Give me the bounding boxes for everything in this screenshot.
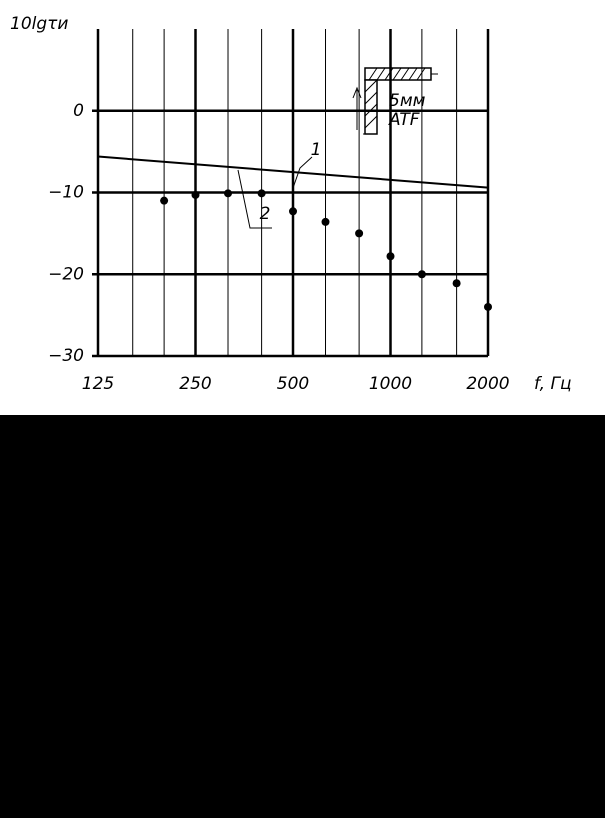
data-point — [160, 196, 169, 205]
black-area — [0, 415, 605, 818]
data-point — [289, 207, 297, 216]
data-point — [321, 217, 330, 226]
leader-line — [237, 169, 272, 229]
leader-line — [292, 156, 313, 189]
y-tick-label: 0 — [73, 101, 84, 121]
data-point — [417, 270, 426, 279]
annotation: 5мм — [389, 91, 426, 111]
series-label: 1 — [311, 140, 322, 160]
series-label: 2 — [260, 204, 271, 224]
x-tick-label: 2000 — [466, 374, 509, 394]
annotation: ATF — [388, 110, 420, 130]
data-point — [484, 302, 492, 311]
data-point — [355, 229, 364, 238]
x-tick-label: 500 — [277, 374, 309, 394]
x-axis-label: f, Гц — [534, 374, 572, 394]
y-tick-label: −10 — [48, 183, 84, 203]
data-point — [386, 252, 395, 261]
series-line — [97, 155, 489, 189]
y-tick-label: −30 — [48, 346, 84, 366]
x-tick-label: 1000 — [369, 374, 412, 394]
y-axis-label: 10lgτи — [10, 14, 68, 34]
data-point — [224, 189, 233, 198]
data-point — [452, 279, 461, 288]
x-tick-label: 250 — [179, 374, 211, 394]
y-tick-label: −20 — [48, 264, 84, 284]
x-tick-label: 125 — [82, 374, 114, 394]
data-point — [191, 190, 200, 199]
data-point — [257, 189, 266, 198]
